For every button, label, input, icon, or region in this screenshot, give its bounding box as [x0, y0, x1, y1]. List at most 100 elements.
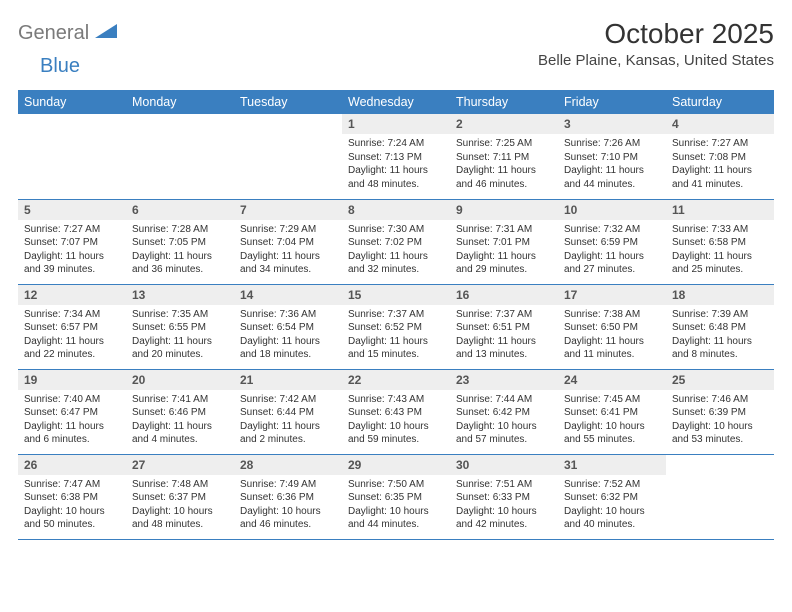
month-title: October 2025	[538, 18, 774, 50]
sunset-line: Sunset: 6:42 PM	[456, 406, 552, 420]
day-number: 21	[234, 370, 342, 390]
weekday-header-row: Sunday Monday Tuesday Wednesday Thursday…	[18, 90, 774, 114]
logo-triangle-icon	[95, 22, 117, 43]
day-details: Sunrise: 7:42 AMSunset: 6:44 PMDaylight:…	[234, 390, 342, 451]
day-details: Sunrise: 7:24 AMSunset: 7:13 PMDaylight:…	[342, 134, 450, 195]
sunrise-line: Sunrise: 7:43 AM	[348, 393, 444, 407]
sunrise-line: Sunrise: 7:27 AM	[672, 137, 768, 151]
sunset-line: Sunset: 7:11 PM	[456, 151, 552, 165]
title-block: October 2025 Belle Plaine, Kansas, Unite…	[538, 18, 774, 69]
calendar-cell: 2Sunrise: 7:25 AMSunset: 7:11 PMDaylight…	[450, 114, 558, 199]
calendar-cell: 18Sunrise: 7:39 AMSunset: 6:48 PMDayligh…	[666, 284, 774, 369]
day-details: Sunrise: 7:48 AMSunset: 6:37 PMDaylight:…	[126, 475, 234, 536]
weekday-header: Wednesday	[342, 90, 450, 114]
sunrise-line: Sunrise: 7:40 AM	[24, 393, 120, 407]
daylight-line: Daylight: 11 hours and 22 minutes.	[24, 335, 120, 362]
sunrise-line: Sunrise: 7:50 AM	[348, 478, 444, 492]
day-number: 16	[450, 285, 558, 305]
calendar-cell: 4Sunrise: 7:27 AMSunset: 7:08 PMDaylight…	[666, 114, 774, 199]
sunrise-line: Sunrise: 7:45 AM	[564, 393, 660, 407]
sunset-line: Sunset: 6:47 PM	[24, 406, 120, 420]
sunset-line: Sunset: 6:52 PM	[348, 321, 444, 335]
calendar-table: Sunday Monday Tuesday Wednesday Thursday…	[18, 90, 774, 540]
sunrise-line: Sunrise: 7:44 AM	[456, 393, 552, 407]
day-details: Sunrise: 7:44 AMSunset: 6:42 PMDaylight:…	[450, 390, 558, 451]
day-number: 9	[450, 200, 558, 220]
sunset-line: Sunset: 6:35 PM	[348, 491, 444, 505]
day-details: Sunrise: 7:45 AMSunset: 6:41 PMDaylight:…	[558, 390, 666, 451]
weekday-header: Sunday	[18, 90, 126, 114]
logo-word-1: General	[18, 22, 89, 45]
sunset-line: Sunset: 6:59 PM	[564, 236, 660, 250]
weekday-header: Saturday	[666, 90, 774, 114]
daylight-line: Daylight: 11 hours and 18 minutes.	[240, 335, 336, 362]
sunrise-line: Sunrise: 7:36 AM	[240, 308, 336, 322]
weekday-header: Friday	[558, 90, 666, 114]
sunrise-line: Sunrise: 7:33 AM	[672, 223, 768, 237]
sunrise-line: Sunrise: 7:42 AM	[240, 393, 336, 407]
calendar-cell: 19Sunrise: 7:40 AMSunset: 6:47 PMDayligh…	[18, 369, 126, 454]
daylight-line: Daylight: 11 hours and 13 minutes.	[456, 335, 552, 362]
daylight-line: Daylight: 11 hours and 25 minutes.	[672, 250, 768, 277]
day-details: Sunrise: 7:49 AMSunset: 6:36 PMDaylight:…	[234, 475, 342, 536]
calendar-cell: 15Sunrise: 7:37 AMSunset: 6:52 PMDayligh…	[342, 284, 450, 369]
day-details: Sunrise: 7:50 AMSunset: 6:35 PMDaylight:…	[342, 475, 450, 536]
day-details: Sunrise: 7:27 AMSunset: 7:07 PMDaylight:…	[18, 220, 126, 281]
calendar-cell: 29Sunrise: 7:50 AMSunset: 6:35 PMDayligh…	[342, 454, 450, 539]
location: Belle Plaine, Kansas, United States	[538, 52, 774, 69]
day-details: Sunrise: 7:46 AMSunset: 6:39 PMDaylight:…	[666, 390, 774, 451]
sunset-line: Sunset: 6:51 PM	[456, 321, 552, 335]
day-details: Sunrise: 7:40 AMSunset: 6:47 PMDaylight:…	[18, 390, 126, 451]
sunset-line: Sunset: 6:54 PM	[240, 321, 336, 335]
sunrise-line: Sunrise: 7:25 AM	[456, 137, 552, 151]
sunset-line: Sunset: 6:38 PM	[24, 491, 120, 505]
daylight-line: Daylight: 10 hours and 59 minutes.	[348, 420, 444, 447]
daylight-line: Daylight: 10 hours and 42 minutes.	[456, 505, 552, 532]
sunset-line: Sunset: 6:46 PM	[132, 406, 228, 420]
calendar-week-row: 12Sunrise: 7:34 AMSunset: 6:57 PMDayligh…	[18, 284, 774, 369]
day-number: 20	[126, 370, 234, 390]
sunrise-line: Sunrise: 7:46 AM	[672, 393, 768, 407]
day-number: 28	[234, 455, 342, 475]
calendar-cell: 26Sunrise: 7:47 AMSunset: 6:38 PMDayligh…	[18, 454, 126, 539]
calendar-cell: 13Sunrise: 7:35 AMSunset: 6:55 PMDayligh…	[126, 284, 234, 369]
daylight-line: Daylight: 10 hours and 55 minutes.	[564, 420, 660, 447]
calendar-cell: 20Sunrise: 7:41 AMSunset: 6:46 PMDayligh…	[126, 369, 234, 454]
sunrise-line: Sunrise: 7:29 AM	[240, 223, 336, 237]
day-details: Sunrise: 7:35 AMSunset: 6:55 PMDaylight:…	[126, 305, 234, 366]
calendar-cell: 17Sunrise: 7:38 AMSunset: 6:50 PMDayligh…	[558, 284, 666, 369]
day-number: 31	[558, 455, 666, 475]
daylight-line: Daylight: 11 hours and 27 minutes.	[564, 250, 660, 277]
day-details: Sunrise: 7:26 AMSunset: 7:10 PMDaylight:…	[558, 134, 666, 195]
sunset-line: Sunset: 7:04 PM	[240, 236, 336, 250]
calendar-week-row: 26Sunrise: 7:47 AMSunset: 6:38 PMDayligh…	[18, 454, 774, 539]
sunrise-line: Sunrise: 7:39 AM	[672, 308, 768, 322]
daylight-line: Daylight: 11 hours and 34 minutes.	[240, 250, 336, 277]
sunset-line: Sunset: 7:05 PM	[132, 236, 228, 250]
sunset-line: Sunset: 6:37 PM	[132, 491, 228, 505]
sunset-line: Sunset: 6:39 PM	[672, 406, 768, 420]
day-details: Sunrise: 7:52 AMSunset: 6:32 PMDaylight:…	[558, 475, 666, 536]
sunrise-line: Sunrise: 7:49 AM	[240, 478, 336, 492]
day-details: Sunrise: 7:30 AMSunset: 7:02 PMDaylight:…	[342, 220, 450, 281]
daylight-line: Daylight: 11 hours and 44 minutes.	[564, 164, 660, 191]
calendar-cell	[126, 114, 234, 199]
sunrise-line: Sunrise: 7:37 AM	[456, 308, 552, 322]
calendar-cell: 10Sunrise: 7:32 AMSunset: 6:59 PMDayligh…	[558, 199, 666, 284]
calendar-cell: 21Sunrise: 7:42 AMSunset: 6:44 PMDayligh…	[234, 369, 342, 454]
day-number: 3	[558, 114, 666, 134]
calendar-cell: 8Sunrise: 7:30 AMSunset: 7:02 PMDaylight…	[342, 199, 450, 284]
logo-word-2: Blue	[40, 55, 80, 77]
day-details: Sunrise: 7:36 AMSunset: 6:54 PMDaylight:…	[234, 305, 342, 366]
sunrise-line: Sunrise: 7:35 AM	[132, 308, 228, 322]
sunset-line: Sunset: 6:55 PM	[132, 321, 228, 335]
sunrise-line: Sunrise: 7:52 AM	[564, 478, 660, 492]
sunset-line: Sunset: 7:02 PM	[348, 236, 444, 250]
sunrise-line: Sunrise: 7:51 AM	[456, 478, 552, 492]
calendar-week-row: 5Sunrise: 7:27 AMSunset: 7:07 PMDaylight…	[18, 199, 774, 284]
sunset-line: Sunset: 6:33 PM	[456, 491, 552, 505]
sunset-line: Sunset: 6:44 PM	[240, 406, 336, 420]
calendar-cell: 30Sunrise: 7:51 AMSunset: 6:33 PMDayligh…	[450, 454, 558, 539]
sunrise-line: Sunrise: 7:27 AM	[24, 223, 120, 237]
day-details: Sunrise: 7:34 AMSunset: 6:57 PMDaylight:…	[18, 305, 126, 366]
